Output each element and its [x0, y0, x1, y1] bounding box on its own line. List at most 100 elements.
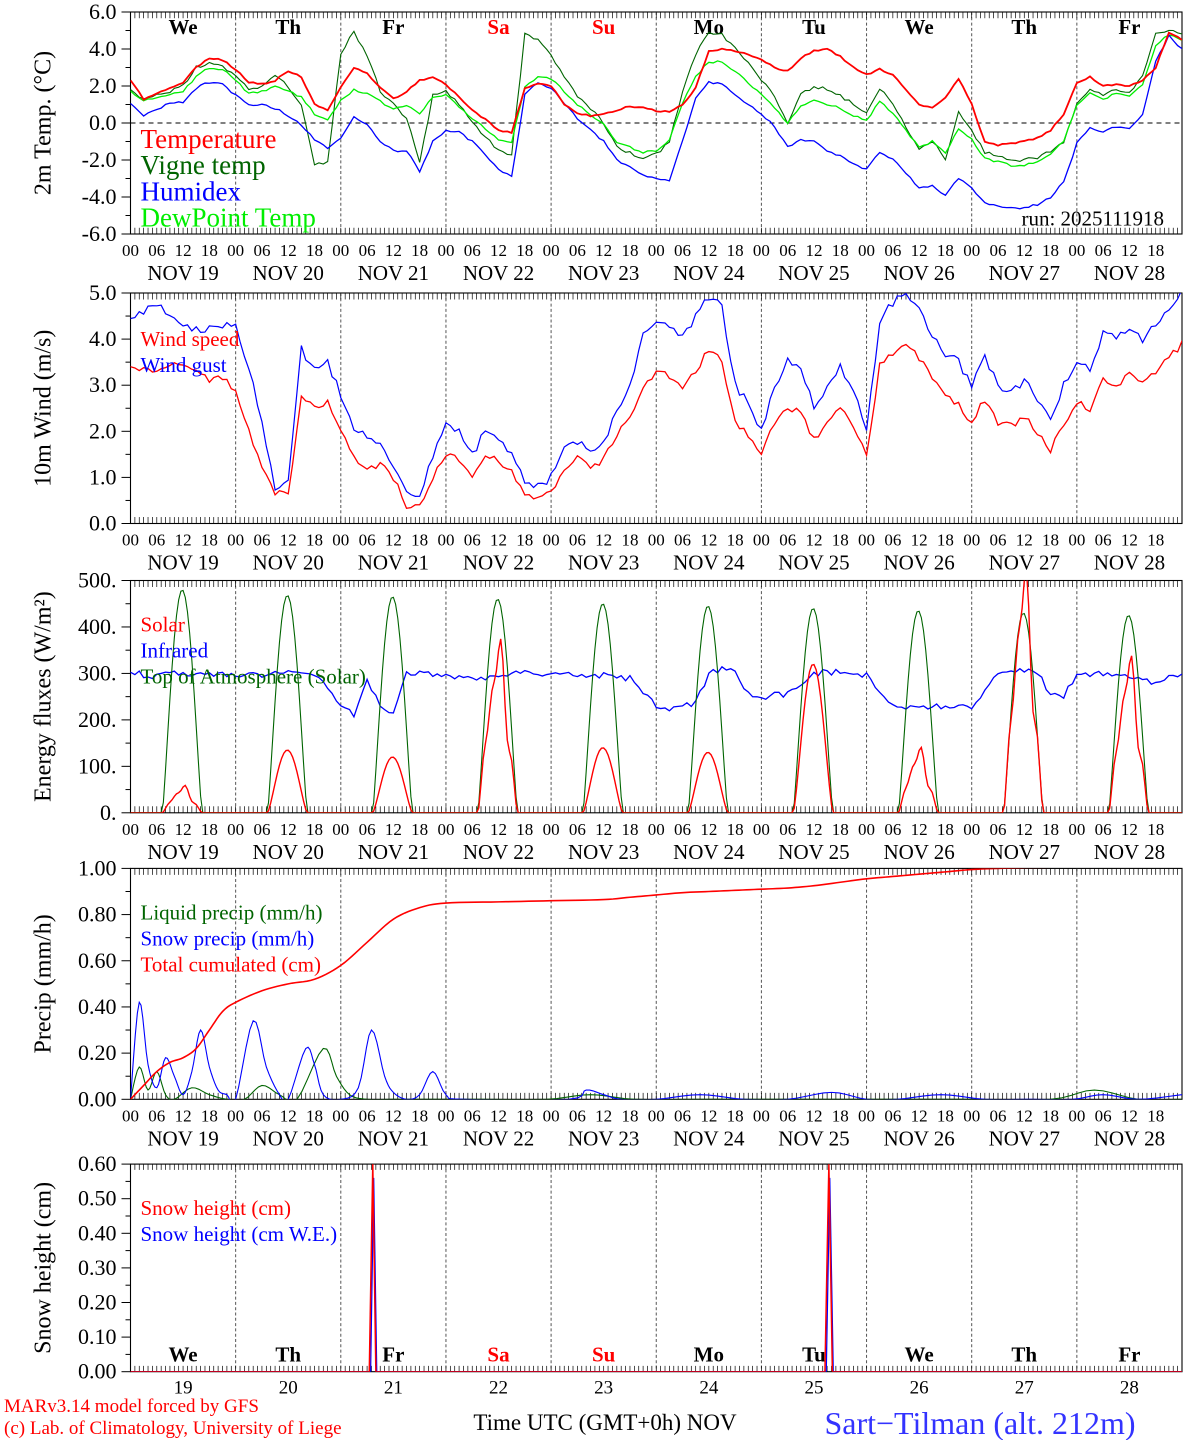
svg-text:18: 18	[832, 820, 849, 839]
svg-text:18: 18	[306, 1106, 323, 1125]
svg-text:06: 06	[884, 241, 901, 260]
svg-text:18: 18	[727, 531, 744, 550]
svg-text:Th: Th	[275, 15, 301, 39]
svg-text:06: 06	[1095, 820, 1112, 839]
svg-text:00: 00	[963, 531, 980, 550]
svg-text:10m Wind (m/s): 10m Wind (m/s)	[31, 330, 57, 487]
svg-text:12: 12	[1121, 1106, 1138, 1125]
svg-text:00: 00	[437, 820, 454, 839]
svg-text:18: 18	[201, 241, 218, 260]
svg-text:00: 00	[753, 531, 770, 550]
svg-text:18: 18	[832, 1106, 849, 1125]
svg-text:12: 12	[280, 1106, 297, 1125]
svg-text:NOV 20: NOV 20	[253, 840, 324, 864]
svg-text:06: 06	[989, 820, 1006, 839]
svg-text:00: 00	[332, 531, 349, 550]
svg-text:00: 00	[753, 820, 770, 839]
svg-text:18: 18	[411, 820, 428, 839]
svg-text:18: 18	[1147, 241, 1164, 260]
svg-text:00: 00	[858, 1106, 875, 1125]
svg-text:00: 00	[437, 1106, 454, 1125]
svg-text:24: 24	[699, 1378, 719, 1399]
svg-text:00: 00	[648, 820, 665, 839]
svg-text:NOV 27: NOV 27	[989, 1126, 1060, 1150]
svg-text:0.60: 0.60	[78, 1151, 117, 1176]
svg-text:2m Temp. (°C): 2m Temp. (°C)	[31, 51, 57, 195]
svg-text:12: 12	[280, 241, 297, 260]
svg-text:06: 06	[779, 1106, 796, 1125]
svg-text:06: 06	[464, 1106, 481, 1125]
svg-text:12: 12	[911, 531, 928, 550]
svg-text:00: 00	[648, 531, 665, 550]
svg-text:NOV 21: NOV 21	[358, 261, 429, 285]
svg-text:18: 18	[516, 820, 533, 839]
svg-text:18: 18	[832, 531, 849, 550]
svg-text:06: 06	[253, 820, 270, 839]
svg-text:NOV 20: NOV 20	[253, 261, 324, 285]
svg-text:12: 12	[805, 531, 822, 550]
svg-text:00: 00	[332, 1106, 349, 1125]
svg-text:2.0: 2.0	[89, 418, 117, 443]
svg-text:NOV 26: NOV 26	[883, 551, 954, 575]
svg-text:12: 12	[280, 820, 297, 839]
svg-text:12: 12	[490, 820, 507, 839]
svg-text:06: 06	[464, 241, 481, 260]
svg-text:Time UTC (GMT+0h) NOV: Time UTC (GMT+0h) NOV	[473, 1410, 737, 1435]
svg-text:Su: Su	[592, 1343, 616, 1367]
svg-text:06: 06	[359, 531, 376, 550]
svg-text:12: 12	[175, 820, 192, 839]
svg-text:300.: 300.	[78, 660, 117, 685]
svg-text:4.0: 4.0	[89, 326, 117, 351]
svg-text:18: 18	[621, 531, 638, 550]
svg-text:NOV 21: NOV 21	[358, 551, 429, 575]
svg-text:Fr: Fr	[1118, 15, 1140, 39]
svg-text:NOV 28: NOV 28	[1094, 840, 1165, 864]
svg-text:12: 12	[175, 531, 192, 550]
svg-text:NOV 19: NOV 19	[147, 840, 218, 864]
svg-text:18: 18	[1147, 820, 1164, 839]
svg-text:00: 00	[437, 531, 454, 550]
svg-text:0.00: 0.00	[78, 1086, 117, 1111]
svg-text:00: 00	[1068, 1106, 1085, 1125]
svg-text:NOV 25: NOV 25	[778, 840, 849, 864]
svg-text:5.0: 5.0	[89, 280, 117, 305]
svg-text:0.0: 0.0	[89, 511, 117, 536]
svg-text:23: 23	[594, 1378, 613, 1399]
svg-text:22: 22	[489, 1378, 508, 1399]
svg-text:12: 12	[385, 241, 402, 260]
svg-text:06: 06	[148, 820, 165, 839]
svg-text:Snow height (cm): Snow height (cm)	[31, 1182, 57, 1354]
svg-text:12: 12	[280, 531, 297, 550]
svg-text:Sa: Sa	[487, 15, 510, 39]
svg-text:12: 12	[595, 820, 612, 839]
svg-text:06: 06	[359, 820, 376, 839]
svg-text:06: 06	[1095, 531, 1112, 550]
svg-text:18: 18	[1042, 531, 1059, 550]
svg-text:00: 00	[753, 241, 770, 260]
svg-text:18: 18	[201, 820, 218, 839]
svg-text:18: 18	[306, 241, 323, 260]
svg-text:06: 06	[148, 1106, 165, 1125]
svg-text:18: 18	[937, 1106, 954, 1125]
svg-text:00: 00	[753, 1106, 770, 1125]
svg-text:400.: 400.	[78, 614, 117, 639]
svg-text:18: 18	[1042, 1106, 1059, 1125]
svg-text:0.40: 0.40	[78, 994, 117, 1019]
svg-text:Top of Atmosphere (Solar): Top of Atmosphere (Solar)	[141, 665, 366, 689]
svg-text:6.0: 6.0	[89, 0, 117, 24]
svg-text:Fr: Fr	[382, 15, 404, 39]
svg-text:NOV 28: NOV 28	[1094, 551, 1165, 575]
svg-text:Infrared: Infrared	[141, 639, 209, 663]
svg-text:NOV 23: NOV 23	[568, 261, 639, 285]
svg-text:00: 00	[332, 820, 349, 839]
svg-text:run: 2025111918: run: 2025111918	[1021, 206, 1164, 230]
svg-text:18: 18	[411, 241, 428, 260]
svg-text:18: 18	[621, 820, 638, 839]
svg-text:00: 00	[858, 241, 875, 260]
svg-text:06: 06	[569, 820, 586, 839]
svg-text:12: 12	[175, 241, 192, 260]
svg-text:12: 12	[1121, 531, 1138, 550]
svg-text:200.: 200.	[78, 707, 117, 732]
svg-text:We: We	[168, 15, 197, 39]
svg-text:18: 18	[937, 820, 954, 839]
